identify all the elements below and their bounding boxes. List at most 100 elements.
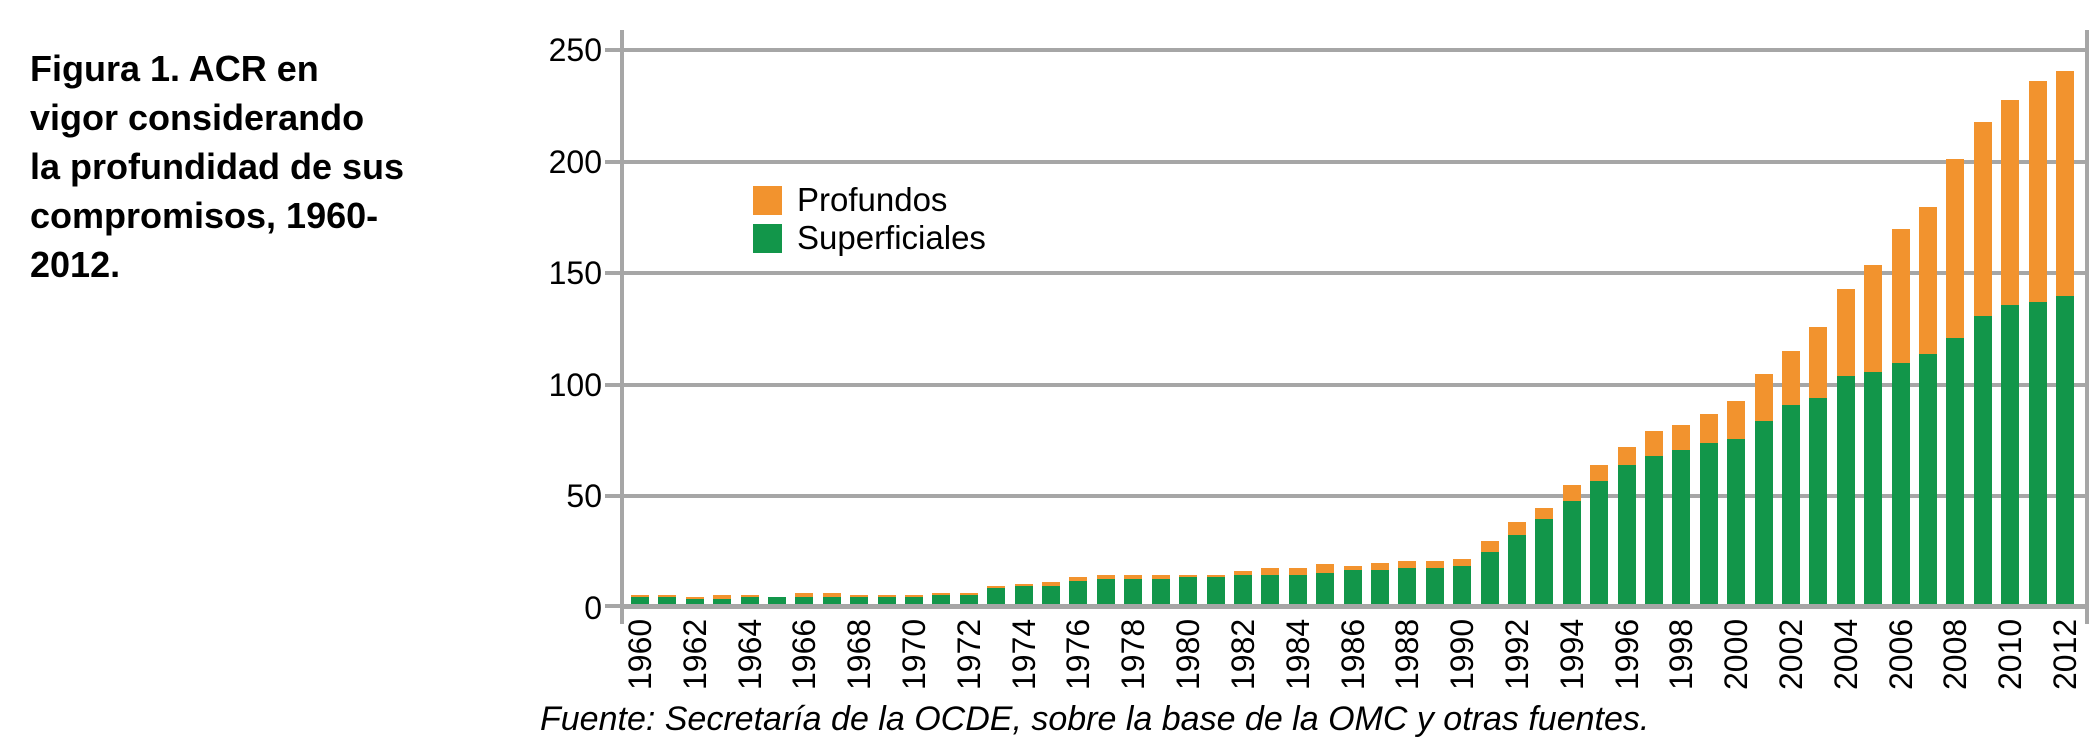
x-tick-label-1964: 1964: [731, 618, 768, 690]
x-tick-label-2008: 2008: [1937, 618, 1974, 690]
figure-title-line: la profundidad de sus: [30, 146, 405, 187]
bar-1999-superficiales: [1699, 443, 1718, 606]
bar-1961-superficiales: [658, 597, 677, 606]
x-tick-label-1980: 1980: [1170, 618, 1207, 690]
bar-2006-profundos: [1891, 229, 1910, 363]
bar-2011: [2028, 50, 2047, 608]
bar-1998: [1672, 50, 1691, 608]
bar-1997-superficiales: [1644, 456, 1663, 606]
legend-label-superficiales: Superficiales: [797, 219, 986, 256]
bar-1965: [768, 50, 787, 608]
bar-1990-superficiales: [1453, 566, 1472, 606]
x-tick-label-1972: 1972: [950, 618, 987, 690]
bar-1989-superficiales: [1425, 568, 1444, 606]
legend-item-profundos: Profundos: [753, 183, 986, 216]
bar-1966-profundos: [795, 593, 814, 597]
figure-title-line: vigor considerando: [30, 97, 365, 138]
bar-1960-superficiales: [631, 597, 649, 606]
bar-2000-superficiales: [1727, 439, 1746, 606]
y-tick-0: [605, 604, 620, 608]
bar-1968-profundos: [850, 595, 869, 597]
bar-1992: [1507, 50, 1526, 608]
bar-1970-superficiales: [905, 597, 924, 606]
bar-1960-profundos: [631, 595, 649, 597]
bar-1989: [1425, 50, 1444, 608]
bar-1976-superficiales: [1069, 581, 1088, 606]
bar-1985-superficiales: [1316, 573, 1335, 606]
figure-title: Figura 1. ACR en vigor considerando la pro…: [30, 44, 550, 289]
bar-1998-profundos: [1672, 425, 1691, 450]
bar-1986: [1343, 50, 1362, 608]
legend-swatch-superficiales-icon: [753, 223, 782, 253]
x-tick-label-1960: 1960: [622, 618, 658, 690]
bar-1975-superficiales: [1042, 586, 1061, 606]
bar-1987: [1370, 50, 1389, 608]
bar-1973-superficiales: [987, 588, 1006, 606]
y-tick-label-100: 100: [548, 366, 602, 403]
bar-2007-superficiales: [1919, 354, 1938, 606]
bar-1974-superficiales: [1014, 586, 1033, 606]
bar-1975: [1042, 50, 1061, 608]
bar-1991: [1480, 50, 1499, 608]
legend-item-superficiales: Superficiales: [753, 219, 986, 256]
bar-2002-profundos: [1782, 351, 1800, 405]
bar-1979-superficiales: [1151, 579, 1170, 606]
x-tick-label-2000: 2000: [1718, 618, 1755, 690]
bar-1988-superficiales: [1398, 568, 1417, 606]
bar-1984: [1288, 50, 1307, 608]
bar-2010: [2001, 50, 2020, 608]
bar-1967-profundos: [822, 593, 841, 597]
x-tick-label-1982: 1982: [1224, 618, 1261, 690]
bar-1978: [1124, 50, 1143, 608]
x-tick-label-1992: 1992: [1498, 618, 1535, 690]
bar-1996-superficiales: [1617, 465, 1636, 606]
x-tick-label-1970: 1970: [896, 618, 933, 690]
bar-1988-profundos: [1398, 561, 1417, 568]
bar-1968-superficiales: [850, 597, 869, 606]
bar-1963-profundos: [713, 595, 732, 599]
bar-1994-profundos: [1562, 485, 1581, 501]
x-tick-label-2004: 2004: [1827, 618, 1864, 690]
bar-1980-superficiales: [1179, 577, 1198, 606]
source-note: Fuente: Secretaría de la OCDE, sobre la …: [540, 700, 1650, 738]
bar-1997-profundos: [1644, 431, 1663, 456]
bar-1990: [1453, 50, 1472, 608]
gridline-100: [622, 382, 2087, 387]
bar-1969-superficiales: [877, 597, 896, 606]
bar-1974: [1014, 50, 1033, 608]
bar-1980: [1179, 50, 1198, 608]
bar-1974-profundos: [1014, 584, 1033, 586]
figure-title-line: 2012.: [30, 244, 121, 285]
bar-2001-superficiales: [1754, 421, 1773, 606]
bar-2003-superficiales: [1809, 398, 1828, 606]
bar-1961: [658, 50, 677, 608]
bar-1977-profundos: [1096, 575, 1115, 579]
bar-2010-superficiales: [2001, 305, 2020, 606]
bar-1985: [1316, 50, 1335, 608]
bar-1983: [1261, 50, 1280, 608]
x-tick-label-2006: 2006: [1882, 618, 1919, 690]
bar-2005-superficiales: [1864, 372, 1883, 606]
bar-1983-superficiales: [1261, 575, 1280, 606]
bar-1978-superficiales: [1124, 579, 1143, 606]
bar-1991-profundos: [1480, 541, 1499, 552]
bar-1984-profundos: [1288, 568, 1307, 575]
y-tick-100: [605, 382, 620, 387]
x-tick-label-1990: 1990: [1444, 618, 1481, 690]
bar-1975-profundos: [1042, 582, 1061, 586]
bar-1992-superficiales: [1507, 535, 1526, 606]
x-tick-label-2012: 2012: [2047, 618, 2084, 690]
bar-1972-profundos: [959, 593, 978, 595]
bar-1998-superficiales: [1672, 450, 1691, 606]
bar-1994-superficiales: [1562, 501, 1581, 606]
bar-2009-superficiales: [1973, 316, 1992, 606]
bar-2002: [1782, 50, 1800, 608]
y-tick-50: [605, 494, 620, 499]
bar-1979: [1151, 50, 1170, 608]
bar-2005: [1864, 50, 1883, 608]
bar-1973: [987, 50, 1006, 608]
bar-1964-profundos: [740, 595, 759, 597]
bar-1994: [1562, 50, 1581, 608]
